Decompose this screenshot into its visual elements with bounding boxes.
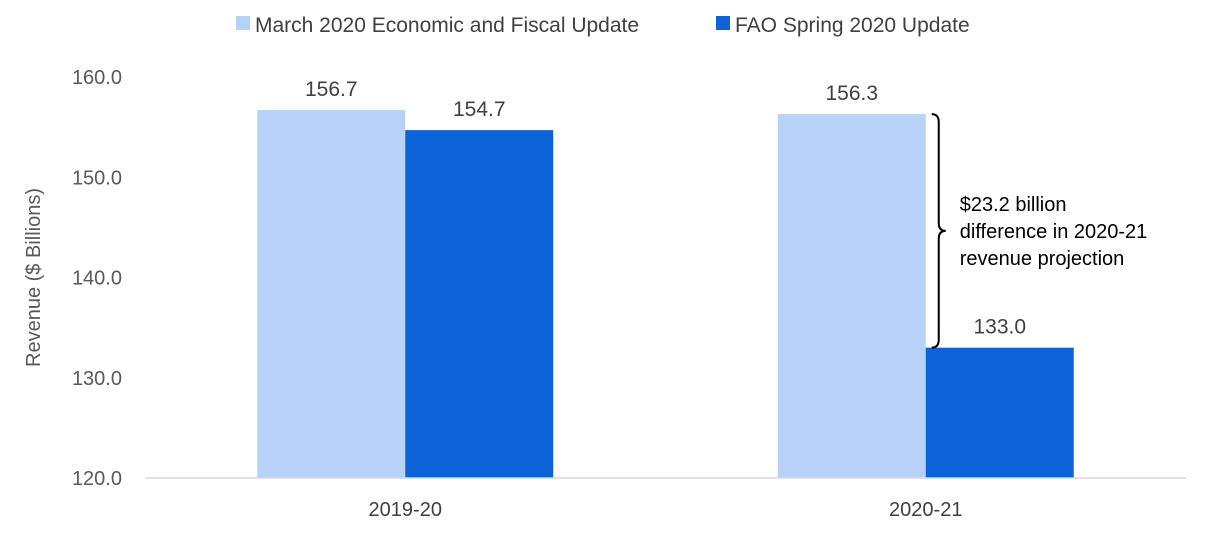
legend-swatch bbox=[716, 16, 730, 30]
x-tick-label: 2019-20 bbox=[369, 499, 442, 521]
y-tick-label: 150.0 bbox=[72, 167, 122, 189]
y-tick-label: 130.0 bbox=[72, 368, 122, 390]
legend-label: March 2020 Economic and Fiscal Update bbox=[255, 14, 639, 37]
bar-fao-spring-update-2020-21 bbox=[925, 347, 1074, 478]
annotation-text-line: revenue projection bbox=[960, 248, 1125, 270]
annotation-brace bbox=[931, 113, 946, 349]
y-tick-label: 120.0 bbox=[72, 468, 122, 490]
data-label: 156.7 bbox=[305, 78, 358, 101]
bar-march-update-2019-20 bbox=[257, 110, 406, 479]
data-label: 156.3 bbox=[825, 82, 878, 105]
bar-march-update-2020-21 bbox=[777, 114, 926, 478]
y-tick-label: 160.0 bbox=[72, 67, 122, 89]
annotation-text-line: difference in 2020-21 bbox=[960, 221, 1148, 243]
y-tick-label: 140.0 bbox=[72, 268, 122, 290]
bar-fao-spring-update-2019-20 bbox=[405, 130, 554, 478]
legend-swatch bbox=[236, 16, 250, 30]
annotation-text-line: $23.2 billion bbox=[960, 194, 1067, 216]
data-label: 133.0 bbox=[973, 316, 1026, 339]
y-axis-title: Revenue ($ Billions) bbox=[23, 188, 45, 367]
x-tick-label: 2020-21 bbox=[889, 499, 962, 521]
legend-label: FAO Spring 2020 Update bbox=[735, 14, 970, 37]
data-label: 154.7 bbox=[453, 98, 506, 121]
